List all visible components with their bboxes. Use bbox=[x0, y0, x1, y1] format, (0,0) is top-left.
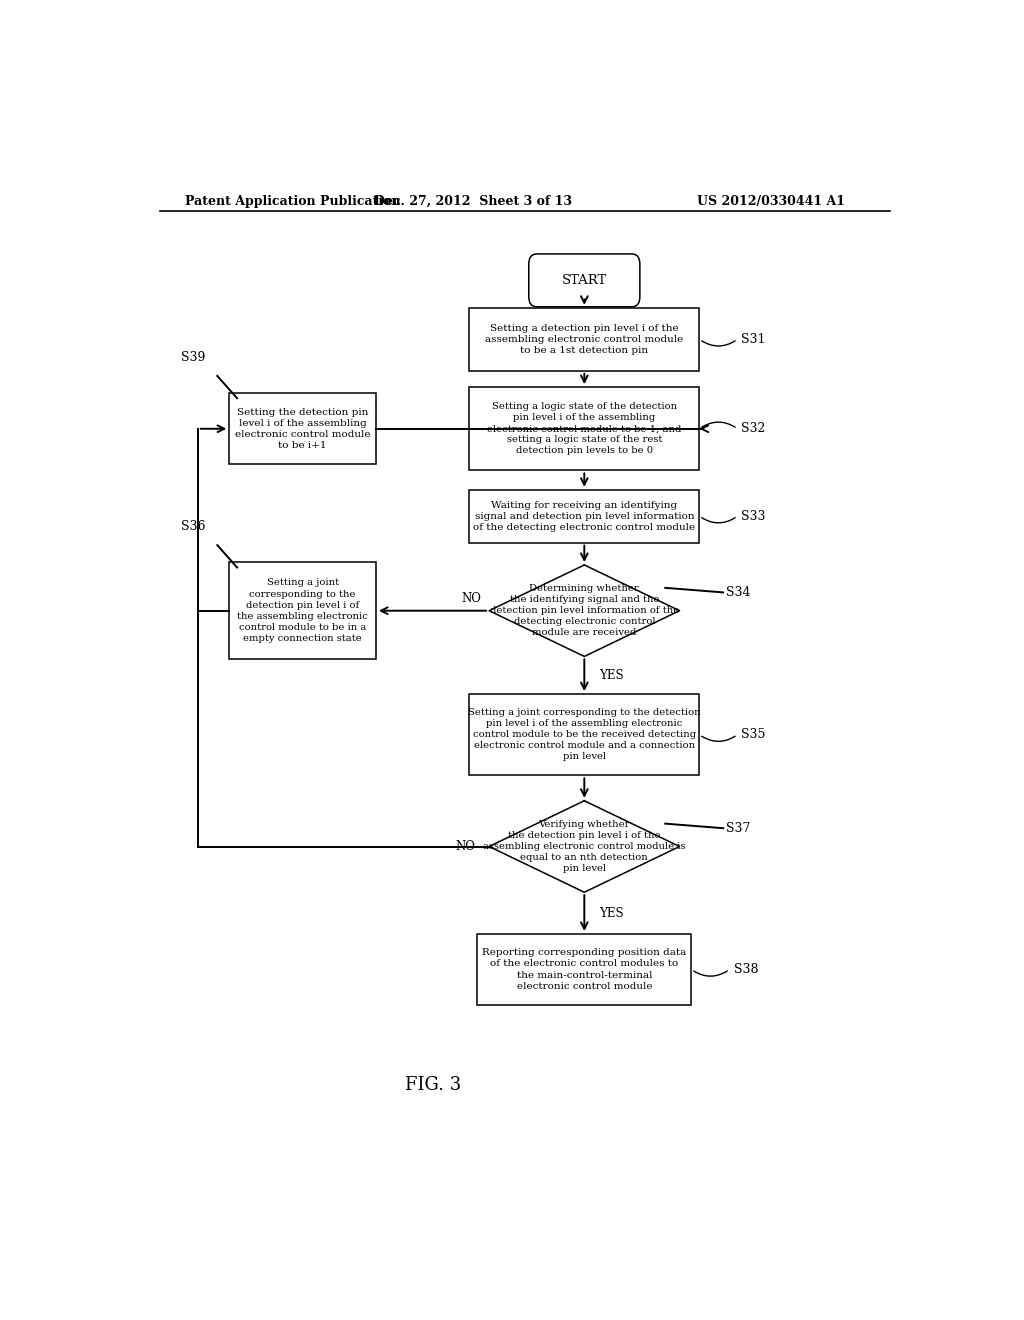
Text: Setting a joint corresponding to the detection
pin level i of the assembling ele: Setting a joint corresponding to the det… bbox=[468, 708, 700, 762]
Text: Setting the detection pin
level i of the assembling
electronic control module
to: Setting the detection pin level i of the… bbox=[234, 408, 371, 450]
Text: S31: S31 bbox=[741, 333, 766, 346]
FancyBboxPatch shape bbox=[528, 253, 640, 306]
Text: Dec. 27, 2012  Sheet 3 of 13: Dec. 27, 2012 Sheet 3 of 13 bbox=[374, 194, 572, 207]
Text: S36: S36 bbox=[181, 520, 206, 533]
FancyBboxPatch shape bbox=[469, 308, 699, 371]
Text: Patent Application Publication: Patent Application Publication bbox=[185, 194, 400, 207]
Text: Verifying whether
the detection pin level i of the
assembling electronic control: Verifying whether the detection pin leve… bbox=[483, 820, 686, 874]
FancyBboxPatch shape bbox=[469, 694, 699, 775]
Polygon shape bbox=[489, 565, 680, 656]
Polygon shape bbox=[489, 801, 680, 892]
Text: Setting a detection pin level i of the
assembling electronic control module
to b: Setting a detection pin level i of the a… bbox=[485, 323, 683, 355]
Text: FIG. 3: FIG. 3 bbox=[406, 1076, 462, 1094]
Text: Waiting for receiving an identifying
signal and detection pin level information
: Waiting for receiving an identifying sig… bbox=[473, 500, 695, 532]
Text: S35: S35 bbox=[741, 729, 766, 742]
FancyBboxPatch shape bbox=[469, 490, 699, 543]
Text: US 2012/0330441 A1: US 2012/0330441 A1 bbox=[696, 194, 845, 207]
FancyBboxPatch shape bbox=[229, 393, 376, 465]
FancyBboxPatch shape bbox=[229, 562, 376, 659]
Text: Setting a joint
corresponding to the
detection pin level i of
the assembling ele: Setting a joint corresponding to the det… bbox=[238, 578, 368, 643]
Text: S37: S37 bbox=[726, 822, 750, 834]
Text: Setting a logic state of the detection
pin level i of the assembling
electronic : Setting a logic state of the detection p… bbox=[487, 403, 682, 455]
Text: NO: NO bbox=[462, 591, 481, 605]
Text: S38: S38 bbox=[733, 964, 758, 975]
Text: S32: S32 bbox=[741, 422, 766, 436]
Text: YES: YES bbox=[599, 669, 624, 681]
Text: S34: S34 bbox=[726, 586, 751, 599]
FancyBboxPatch shape bbox=[477, 935, 691, 1005]
Text: Determining whether
the identifying signal and the
detection pin level informati: Determining whether the identifying sign… bbox=[489, 583, 679, 638]
Text: Reporting corresponding position data
of the electronic control modules to
the m: Reporting corresponding position data of… bbox=[482, 948, 686, 990]
Text: S39: S39 bbox=[181, 351, 206, 364]
Text: S33: S33 bbox=[741, 510, 766, 523]
Text: YES: YES bbox=[599, 907, 624, 920]
Text: START: START bbox=[562, 273, 607, 286]
Text: NO: NO bbox=[456, 840, 475, 853]
FancyBboxPatch shape bbox=[469, 387, 699, 470]
